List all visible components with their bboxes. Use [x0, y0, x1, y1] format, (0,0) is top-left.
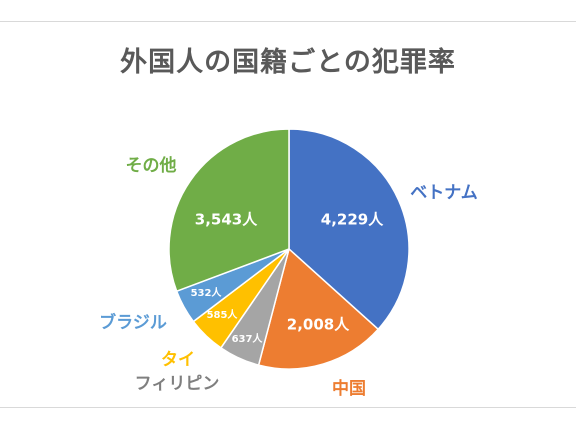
pie-slice-0 — [288, 128, 410, 331]
top-divider — [0, 21, 576, 22]
chart-title: 外国人の国籍ごとの犯罪率 — [120, 47, 456, 78]
data-label-2: 637人 — [232, 332, 264, 345]
data-label-4: 532人 — [191, 286, 223, 299]
category-label-5: その他 — [126, 155, 177, 176]
pie-slice-1 — [257, 247, 380, 370]
category-label-2: フィリピン — [135, 374, 220, 394]
data-label-3: 585人 — [207, 308, 239, 321]
category-label-1: 中国 — [332, 378, 366, 399]
data-label-0: 4,229人 — [321, 211, 384, 229]
data-label-1: 2,008人 — [287, 316, 350, 334]
pie-slice-5 — [168, 128, 290, 293]
bottom-divider — [0, 407, 576, 408]
category-label-4: ブラジル — [99, 312, 167, 333]
data-label-5: 3,543人 — [195, 211, 258, 229]
category-label-0: ベトナム — [410, 183, 478, 203]
category-label-3: タイ — [161, 350, 195, 370]
